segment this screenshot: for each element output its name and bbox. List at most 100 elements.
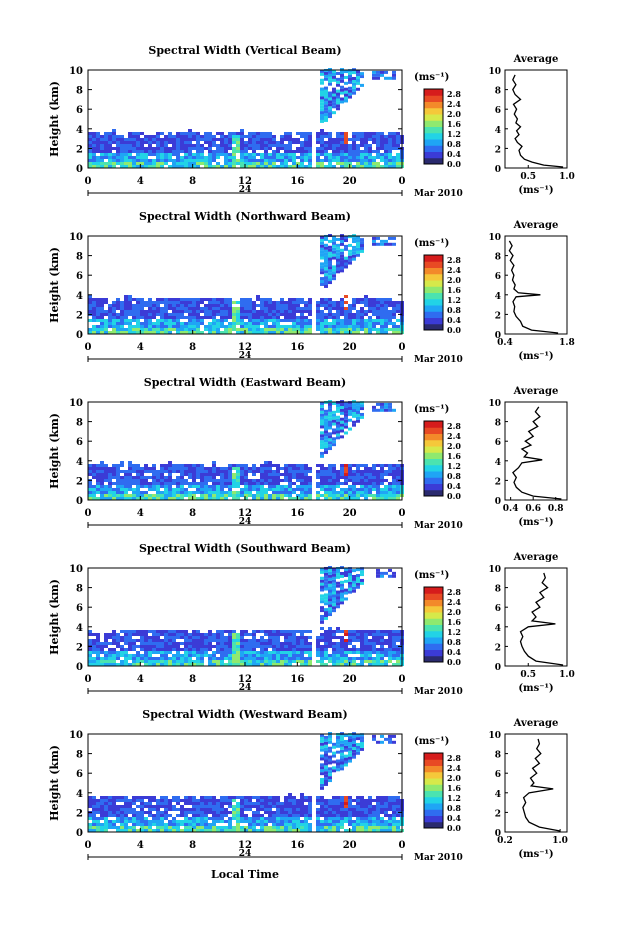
- heatmap-cell: [124, 150, 128, 153]
- heatmap-cell: [344, 135, 348, 138]
- heatmap-cell: [340, 750, 344, 753]
- heatmap-cell: [328, 636, 332, 639]
- heatmap-cell: [304, 823, 308, 826]
- heatmap-cell: [248, 488, 252, 491]
- heatmap-cell: [256, 491, 260, 494]
- heatmap-cell: [340, 799, 344, 802]
- heatmap-cell: [336, 107, 340, 110]
- heatmap-cell: [148, 648, 152, 651]
- heatmap-cell: [196, 153, 200, 156]
- heatmap-cell: [372, 240, 376, 243]
- heatmap-cell: [196, 328, 200, 331]
- heatmap-cell: [344, 88, 348, 91]
- heatmap-cell: [212, 144, 216, 147]
- heatmap-cell: [300, 814, 304, 817]
- heatmap-cell: [112, 808, 116, 811]
- heatmap-cell: [108, 325, 112, 328]
- heatmap-cell: [228, 476, 232, 479]
- heatmap-cell: [204, 814, 208, 817]
- heatmap-cell: [88, 156, 92, 159]
- heatmap-cell: [108, 814, 112, 817]
- heatmap-cell: [156, 485, 160, 488]
- heatmap-cell: [188, 796, 192, 799]
- heatmap-cell: [332, 464, 336, 467]
- heatmap-cell: [232, 494, 236, 497]
- heatmap-cell: [380, 240, 384, 243]
- heatmap-cell: [180, 467, 184, 470]
- heatmap-cell: [336, 808, 340, 811]
- heatmap-cell: [248, 657, 252, 660]
- heatmap-cell: [152, 316, 156, 319]
- heatmap-cell: [276, 470, 280, 473]
- heatmap-cell: [296, 470, 300, 473]
- heatmap-cell: [96, 310, 100, 313]
- heatmap-cell: [236, 144, 240, 147]
- heatmap-cell: [152, 325, 156, 328]
- heatmap-cell: [200, 470, 204, 473]
- heatmap-cell: [120, 636, 124, 639]
- heatmap-cell: [164, 494, 168, 497]
- heatmap-cell: [344, 144, 348, 147]
- heatmap-cell: [360, 322, 364, 325]
- heatmap-cell: [156, 657, 160, 660]
- heatmap-cell: [288, 156, 292, 159]
- heatmap-cell: [220, 654, 224, 657]
- heatmap-cell: [276, 479, 280, 482]
- heatmap-cell: [172, 805, 176, 808]
- heatmap-cell: [136, 301, 140, 304]
- heatmap-cell: [116, 470, 120, 473]
- heatmap-cell: [132, 156, 136, 159]
- heatmap-cell: [364, 467, 368, 470]
- heatmap-cell: [128, 470, 132, 473]
- heatmap-cell: [336, 141, 340, 144]
- heatmap-cell: [316, 799, 320, 802]
- heatmap-cell: [348, 736, 352, 739]
- heatmap-cell: [348, 760, 352, 763]
- heatmap-cell: [328, 272, 332, 275]
- heatmap-cell: [308, 657, 312, 660]
- heatmap-cell: [176, 796, 180, 799]
- heatmap-cell: [272, 657, 276, 660]
- heatmap-cell: [108, 307, 112, 310]
- heatmap-cell: [148, 150, 152, 153]
- heatmap-cell: [316, 322, 320, 325]
- heatmap-cell: [316, 313, 320, 316]
- heatmap-cell: [108, 316, 112, 319]
- heatmap-cell: [172, 153, 176, 156]
- heatmap-cell: [136, 494, 140, 497]
- heatmap-cell: [224, 325, 228, 328]
- heatmap-cell: [204, 811, 208, 814]
- heatmap-cell: [352, 322, 356, 325]
- heatmap-cell: [184, 147, 188, 150]
- heatmap-cell: [88, 648, 92, 651]
- heatmap-cell: [332, 414, 336, 417]
- heatmap-cell: [200, 636, 204, 639]
- heatmap-cell: [184, 648, 188, 651]
- heatmap-cell: [176, 144, 180, 147]
- colorbar-tick-label: 2.0: [447, 607, 461, 617]
- heatmap-cell: [352, 77, 356, 80]
- heatmap-cell: [384, 654, 388, 657]
- heatmap-cell: [324, 132, 328, 135]
- heatmap-cell: [104, 322, 108, 325]
- heatmap-cell: [176, 488, 180, 491]
- heatmap-cell: [120, 811, 124, 814]
- heatmap-cell: [392, 74, 396, 77]
- heatmap-cell: [200, 657, 204, 660]
- heatmap-cell: [264, 313, 268, 316]
- x-tick-label: 0: [85, 342, 92, 353]
- heatmap-cell: [288, 633, 292, 636]
- heatmap-cell: [300, 823, 304, 826]
- heatmap-cell: [288, 467, 292, 470]
- heatmap-cell: [324, 107, 328, 110]
- heatmap-cell: [276, 301, 280, 304]
- heatmap-cell: [328, 435, 332, 438]
- heatmap-cell: [148, 482, 152, 485]
- heatmap-cell: [168, 476, 172, 479]
- heatmap-cell: [160, 805, 164, 808]
- heatmap-cell: [236, 802, 240, 805]
- heatmap-cell: [324, 264, 328, 267]
- heatmap-cell: [268, 132, 272, 135]
- heatmap-cell: [240, 316, 244, 319]
- heatmap-cell: [348, 651, 352, 654]
